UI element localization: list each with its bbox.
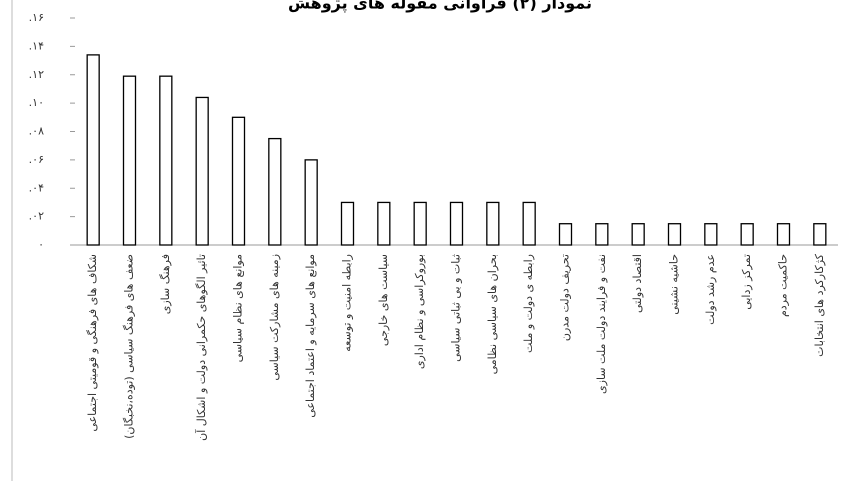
x-tick-label: رابطه ی دولت و ملت bbox=[522, 254, 535, 353]
x-tick-label: ضعف های فرهنگ سیاسی (توده،نخبگان) bbox=[123, 254, 136, 439]
bar bbox=[813, 223, 827, 246]
y-tick-label: .۰۲ bbox=[29, 210, 44, 223]
bar bbox=[667, 223, 682, 246]
bar bbox=[159, 75, 173, 246]
bar bbox=[740, 223, 754, 246]
x-tick-label: حاکمیت مردم bbox=[777, 254, 790, 317]
bar bbox=[231, 116, 246, 246]
x-tick-label: موانع های نظام سیاسی bbox=[232, 254, 245, 362]
bar bbox=[377, 201, 391, 246]
x-tick-label: بوروکراسی و نظام اداری bbox=[413, 254, 426, 369]
x-tick-label: کژکارکرد های انتخابات bbox=[813, 253, 826, 357]
bar bbox=[86, 54, 100, 246]
bar bbox=[522, 201, 536, 246]
bar bbox=[449, 201, 464, 246]
bar bbox=[776, 223, 791, 246]
bar bbox=[340, 201, 355, 246]
x-tick-label: موانع های سرمایه و اعتماد اجتماعی bbox=[304, 254, 317, 418]
x-tick-label: عدم رشد دولت bbox=[704, 254, 717, 325]
x-tick-label: نفت و فرایند دولت ملت سازی bbox=[595, 254, 608, 394]
y-tick-label: .۱۰ bbox=[29, 96, 44, 109]
x-tick-label: رابطه امنیت و توسعه bbox=[341, 254, 354, 352]
bar bbox=[486, 201, 500, 246]
bar bbox=[268, 137, 282, 246]
x-tick-label: تحریف دولت مدرن bbox=[559, 254, 572, 341]
bar bbox=[304, 159, 318, 246]
bar bbox=[413, 201, 427, 246]
x-tick-label: زمینه های مشارکت سیاسی bbox=[268, 254, 281, 381]
x-tick-label: حاشیه نشینی bbox=[668, 254, 681, 315]
x-tick-label: اقتصاد دولتی bbox=[631, 254, 644, 313]
y-tick-label: .۰۶ bbox=[29, 153, 44, 166]
bar bbox=[122, 75, 137, 246]
x-tick-label: شکاف های فرهنگی و قومیتی اجتماعی bbox=[86, 254, 99, 432]
bar bbox=[631, 223, 645, 246]
chart-title: نمودار (۲) فراوانی مقوله های پژوهش bbox=[288, 0, 592, 14]
bar bbox=[704, 223, 718, 246]
y-tick-label: .۰۴ bbox=[29, 181, 44, 194]
x-tick-label: ثبات و بی ثباتی سیاسی bbox=[450, 254, 463, 362]
y-tick-label: .۱۴ bbox=[29, 39, 44, 52]
bar bbox=[595, 223, 609, 246]
y-tick-label: .۱۶ bbox=[29, 11, 44, 24]
y-tick-label: .۰۸ bbox=[29, 125, 44, 138]
x-tick-label: تاثیر الگوهای حکمرانی دولت و اشکال آن bbox=[194, 254, 208, 441]
y-tick-label: .۱۲ bbox=[29, 68, 44, 81]
x-tick-label: تمرکز زدایی bbox=[740, 254, 753, 310]
bar bbox=[558, 223, 573, 246]
y-tick-label: ۰ bbox=[38, 238, 44, 251]
x-tick-label: بحران های سیاسی نظامی bbox=[486, 254, 499, 374]
bar bbox=[195, 96, 209, 246]
x-tick-label: فرهنگ سازی bbox=[159, 254, 172, 314]
x-tick-label: سیاست های خارجی bbox=[377, 254, 390, 346]
